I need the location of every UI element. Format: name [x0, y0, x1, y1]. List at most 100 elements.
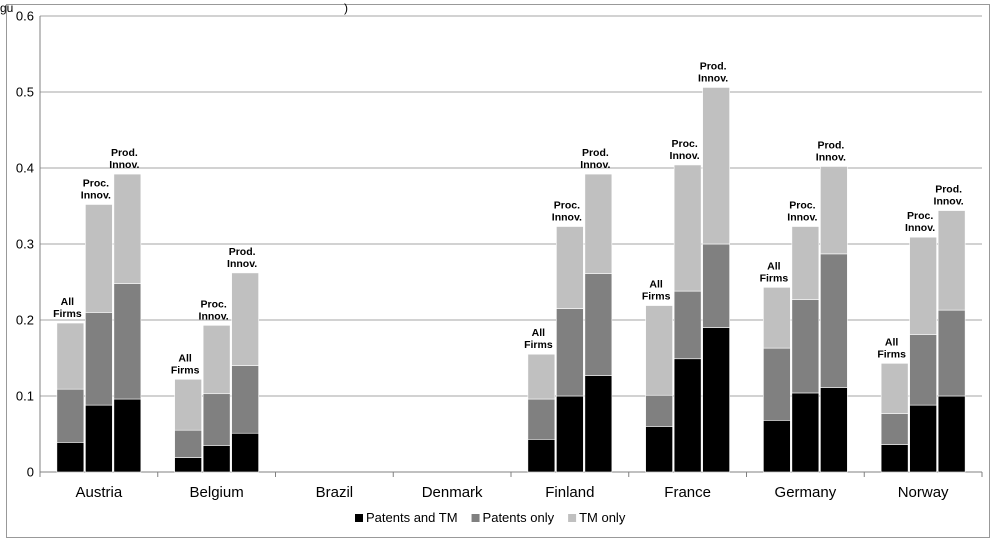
- bar-annotation: Innov.: [227, 258, 257, 270]
- bar-annotation: Innov.: [905, 222, 935, 234]
- bar-segment: [763, 420, 791, 473]
- bar-segment: [645, 394, 673, 427]
- legend-label: TM only: [579, 510, 626, 525]
- bar-annotation: Innov.: [199, 310, 229, 322]
- bar-annotation: Prod.: [582, 147, 609, 159]
- bar-annotation: Prod.: [229, 246, 256, 258]
- bar-annotation: Proc.: [200, 298, 226, 310]
- bar-segment: [85, 312, 113, 406]
- bar-segment: [763, 287, 791, 349]
- bar-annotation: Innov.: [670, 150, 700, 162]
- bar-annotation: Innov.: [698, 72, 728, 84]
- bar-segment: [937, 309, 966, 397]
- legend: Patents and TM Patents only TM only: [355, 510, 626, 525]
- bar-annotation: All: [61, 296, 75, 308]
- legend-label: Patents only: [483, 510, 555, 525]
- bar-segment: [527, 353, 556, 400]
- legend-label: Patents and TM: [366, 510, 458, 525]
- x-tick-label: Denmark: [422, 484, 483, 501]
- bar-segment: [56, 322, 85, 390]
- bar-annotation: Proc.: [789, 200, 815, 212]
- legend-swatch: [471, 514, 480, 522]
- bar-segment: [909, 404, 937, 473]
- y-tick-label: 0: [27, 465, 34, 480]
- bars: [56, 87, 966, 473]
- bar-annotation: Proc.: [554, 200, 580, 212]
- bar-segment: [527, 398, 556, 440]
- bar-segment: [231, 272, 259, 366]
- bar-annotation: Innov.: [109, 159, 139, 171]
- bar-annotation: All: [649, 279, 663, 291]
- bar-labels: AllFirmsProc.Innov.Prod.Innov.AllFirmsPr…: [53, 60, 964, 376]
- bar-segment: [645, 305, 673, 396]
- bar-segment: [820, 166, 848, 255]
- bar-annotation: Innov.: [580, 159, 610, 171]
- bar-annotation: Firms: [642, 291, 671, 303]
- header-text-right: ): [344, 1, 348, 15]
- bar-segment: [937, 395, 966, 473]
- bar-segment: [880, 363, 909, 414]
- y-tick-label: 0.3: [16, 237, 34, 252]
- bar-annotation: Proc.: [907, 210, 933, 222]
- bar-annotation: Innov.: [934, 196, 964, 208]
- bar-annotation: Firms: [877, 348, 906, 360]
- bar-annotation: Firms: [524, 339, 553, 351]
- bar-segment: [202, 325, 231, 395]
- bar-annotation: Firms: [53, 308, 82, 320]
- bar-annotation: Firms: [171, 364, 200, 376]
- x-tick-label: France: [664, 484, 711, 501]
- bar-annotation: Prod.: [111, 147, 138, 159]
- bar-annotation: Prod.: [935, 184, 962, 196]
- bar-segment: [556, 226, 584, 309]
- x-tick-label: Germany: [775, 484, 837, 501]
- x-tick-label: Norway: [898, 484, 949, 501]
- bar-annotation: All: [532, 327, 546, 339]
- legend-swatch: [355, 514, 363, 522]
- y-tick-label: 0.1: [16, 389, 34, 404]
- x-tick-label: Brazil: [316, 484, 354, 501]
- bar-annotation: Proc.: [83, 177, 109, 189]
- bar-segment: [174, 378, 202, 431]
- bar-segment: [231, 432, 259, 473]
- bar-segment: [909, 334, 937, 406]
- bar-segment: [880, 444, 909, 473]
- bar-annotation: All: [178, 352, 192, 364]
- bar-segment: [673, 164, 702, 292]
- bar-segment: [202, 393, 231, 446]
- y-tick-label: 0.6: [16, 9, 34, 24]
- bar-annotation: Proc.: [671, 138, 697, 150]
- legend-swatch: [568, 514, 577, 522]
- bar-segment: [527, 439, 556, 473]
- bar-segment: [231, 365, 259, 434]
- bar-annotation: Firms: [760, 272, 789, 284]
- bar-segment: [584, 375, 613, 473]
- bar-segment: [937, 210, 966, 311]
- bar-segment: [85, 404, 113, 473]
- bar-annotation: Innov.: [552, 212, 582, 224]
- y-tick-label: 0.2: [16, 313, 34, 328]
- bar-segment: [113, 173, 142, 284]
- bar-segment: [584, 173, 613, 274]
- bar-segment: [584, 273, 613, 376]
- bar-annotation: Prod.: [700, 60, 727, 72]
- bar-segment: [791, 392, 820, 473]
- bar-segment: [56, 442, 85, 473]
- bar-segment: [820, 387, 848, 473]
- bar-segment: [174, 457, 202, 473]
- bar-segment: [673, 290, 702, 360]
- bar-segment: [202, 445, 231, 473]
- bar-annotation: All: [885, 336, 899, 348]
- bar-annotation: Innov.: [787, 212, 817, 224]
- bar-segment: [85, 204, 113, 313]
- bar-segment: [880, 413, 909, 445]
- x-tick-label: Finland: [545, 484, 594, 501]
- bar-annotation: Innov.: [81, 189, 111, 201]
- bar-segment: [113, 283, 142, 400]
- x-tick-label: Austria: [76, 484, 123, 501]
- bar-segment: [763, 347, 791, 421]
- bar-segment: [909, 236, 937, 335]
- bar-segment: [174, 429, 202, 458]
- bar-annotation: All: [767, 260, 781, 272]
